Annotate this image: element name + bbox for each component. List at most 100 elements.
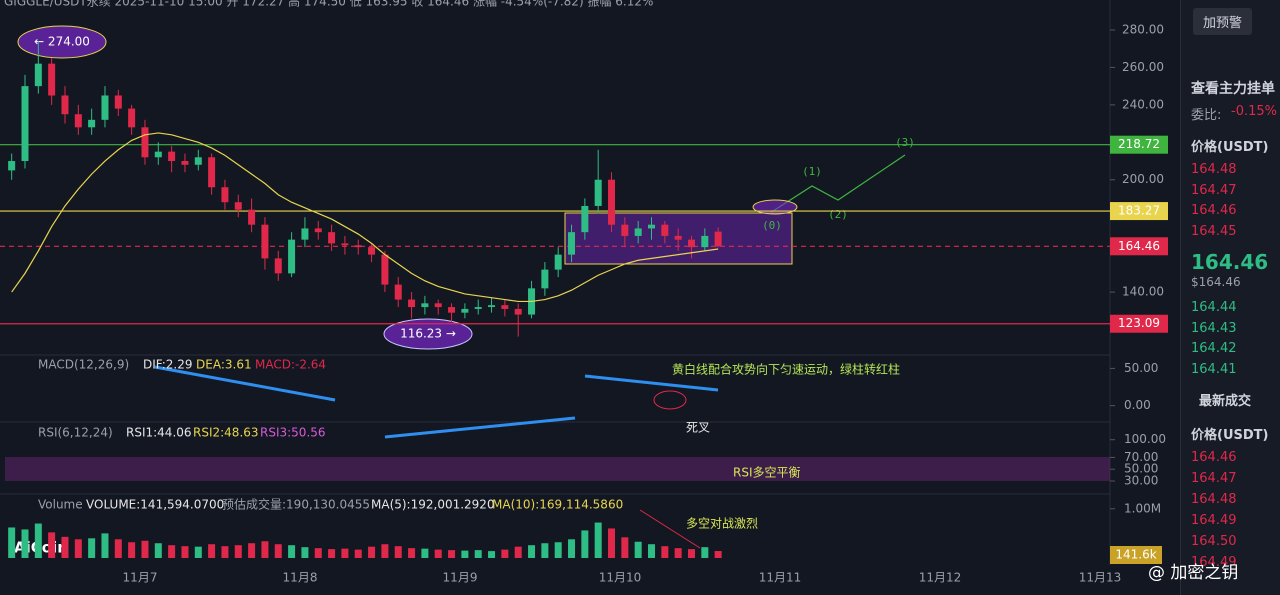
bid-price: 164.43 <box>1191 320 1237 336</box>
y-tick-label: 50.00 <box>1124 462 1158 476</box>
candle-body <box>34 63 42 87</box>
trade-price: 164.48 <box>1191 492 1237 507</box>
volume-bar <box>554 542 562 558</box>
candle-body <box>314 228 322 233</box>
ask-price: 164.45 <box>1191 224 1237 240</box>
bid-price: 164.41 <box>1191 362 1237 378</box>
rsi-2: RSI2:48.63 <box>193 426 259 440</box>
cross-circle <box>653 390 687 410</box>
volume-bar <box>461 550 469 558</box>
candle-body <box>408 299 416 308</box>
trade-price: 164.46 <box>1191 450 1237 465</box>
candle-body <box>234 202 242 210</box>
alert-button[interactable]: 加预警 <box>1193 8 1253 35</box>
volume-bar <box>181 546 189 558</box>
candle-body <box>48 63 56 96</box>
volume-bar <box>88 538 96 558</box>
candle-body <box>621 224 629 236</box>
volume-value: VOLUME:141,594.0700 <box>86 498 224 512</box>
volume-bar <box>394 546 402 558</box>
chart: GIGGLE/USDT永续 2025-11-10 15:00 开 172.27 … <box>0 0 1168 585</box>
level-label: 123.09 <box>1118 316 1160 330</box>
volume-bar <box>528 545 536 558</box>
volume-bar <box>34 523 42 558</box>
x-tick-label: 11月9 <box>443 571 478 585</box>
candle-body <box>88 119 96 128</box>
ask-price: 164.48 <box>1191 162 1237 177</box>
ask-price: 164.47 <box>1191 182 1237 198</box>
level-box <box>1110 135 1168 154</box>
candle-body <box>381 254 389 285</box>
projection-path <box>769 154 906 214</box>
candle-body <box>288 239 296 274</box>
trade-price: 164.50 <box>1191 534 1237 549</box>
y-tick-label: 200.00 <box>1122 172 1164 186</box>
candle-body <box>634 228 642 236</box>
bid-price: 164.44 <box>1191 300 1237 315</box>
volume-bar <box>261 541 269 558</box>
volume-name: Volume <box>38 498 83 512</box>
candle-body <box>594 179 602 206</box>
volume-bar <box>448 550 456 558</box>
trade-price: 164.49 <box>1191 513 1237 528</box>
candle-body <box>221 187 229 203</box>
candle-body <box>8 161 16 171</box>
volume-bar <box>74 539 82 558</box>
candle-body <box>674 235 682 240</box>
volume-ma5: MA(5):192,001.2920 <box>371 498 495 512</box>
volume-bar <box>674 548 682 558</box>
volume-bar <box>594 522 602 558</box>
volume-bar <box>8 527 16 558</box>
rsi-band <box>5 457 1110 481</box>
high-ellipse <box>17 25 107 59</box>
ratio-label: 委比: <box>1191 108 1222 123</box>
candle-body <box>541 269 549 289</box>
trade-price: 164.47 <box>1191 471 1237 486</box>
volume-bar <box>408 548 416 558</box>
volume-bar <box>488 551 496 558</box>
arrow <box>639 509 701 549</box>
volume-current: 141.6k <box>1115 548 1156 562</box>
y-tick-label: 0.00 <box>1124 398 1151 412</box>
volume-bar <box>608 528 616 558</box>
candle-body <box>714 231 722 247</box>
volume-bar <box>474 550 482 558</box>
arrow <box>154 365 336 402</box>
candle-body <box>461 308 469 313</box>
volume-bar <box>381 544 389 558</box>
volume-bar <box>514 546 522 558</box>
last-usd: $164.46 <box>1191 275 1241 289</box>
volume-estimate: 预估成交量:190,130.0455 <box>222 497 370 512</box>
y-tick-label: 240.00 <box>1122 97 1164 111</box>
volume-bar <box>221 546 229 558</box>
candle-body <box>248 209 256 225</box>
volume-bar <box>421 548 429 558</box>
level-label: 183.27 <box>1118 204 1160 218</box>
level-label: 218.72 <box>1118 137 1160 151</box>
volume-ma10: MA(10):169,114.5860 <box>492 498 623 512</box>
candle-body <box>554 254 562 270</box>
volume-bar <box>328 549 336 558</box>
main-orders: 查看主力挂单 <box>1191 81 1275 97</box>
rsi-note: RSI多空平衡 <box>733 466 801 480</box>
x-tick-label: 11月13 <box>1079 571 1122 585</box>
y-tick-label: 260.00 <box>1122 60 1164 74</box>
level-box <box>1110 314 1168 333</box>
candle-body <box>354 245 362 248</box>
point-label: (1) <box>802 165 822 178</box>
volume-bar <box>234 545 242 558</box>
rsi-3: RSI3:50.56 <box>260 426 326 440</box>
candle-body <box>114 95 122 109</box>
candle-body <box>474 307 482 309</box>
volume-bar <box>288 545 296 558</box>
price-header: 价格(USDT) <box>1191 140 1269 155</box>
volume-bar <box>128 542 136 558</box>
candle-body <box>274 258 282 274</box>
bid-price: 164.42 <box>1191 341 1237 357</box>
macd-value: MACD:-2.64 <box>255 358 326 372</box>
ratio: -0.15% <box>1231 104 1277 119</box>
x-tick-label: 11月10 <box>599 571 642 585</box>
volume-bar <box>434 549 442 558</box>
macd-dea: DEA:3.61 <box>196 358 252 372</box>
candle-body <box>194 157 202 165</box>
